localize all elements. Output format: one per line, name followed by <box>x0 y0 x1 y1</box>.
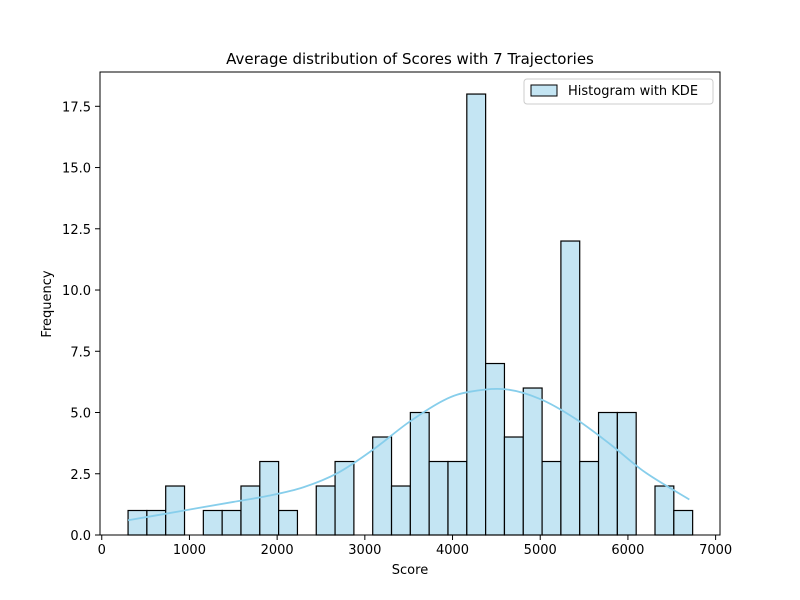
bars-layer <box>127 93 694 536</box>
histogram-bar <box>202 509 223 536</box>
histogram-bar <box>127 509 148 536</box>
histogram-bar <box>673 509 694 536</box>
y-tick-label: 2.5 <box>70 468 91 483</box>
histogram-bar <box>428 460 449 536</box>
histogram-bar <box>579 460 600 536</box>
x-axis-label: Score <box>392 563 428 578</box>
x-tick-label: 6000 <box>611 543 644 558</box>
x-tick-label: 3000 <box>348 543 381 558</box>
histogram-bar <box>560 240 581 536</box>
histogram-bar <box>654 485 675 536</box>
x-tick-label: 0 <box>98 543 106 558</box>
legend: Histogram with KDE <box>523 78 714 105</box>
y-tick-label: 7.5 <box>70 345 91 360</box>
x-tick-label: 2000 <box>261 543 294 558</box>
histogram-bar <box>447 460 468 536</box>
kde-curve <box>127 387 690 522</box>
legend-frame <box>523 78 714 105</box>
y-tick-label: 10.0 <box>62 284 91 299</box>
axes-layer: 0 1000 2000 3000 4000 5000 6000 7000 0.0 2.5 5.0 7.… <box>62 71 732 558</box>
histogram-bar <box>315 485 336 536</box>
y-tick-label: 15.0 <box>62 162 91 177</box>
histogram-bar <box>616 411 637 536</box>
x-tick-label: 7000 <box>699 543 732 558</box>
histogram-bar <box>259 460 280 536</box>
legend-label: Histogram with KDE <box>568 84 698 99</box>
histogram-bar <box>466 93 487 536</box>
legend-swatch <box>530 84 558 97</box>
histogram-bar <box>522 387 543 536</box>
histogram-bar <box>278 509 299 536</box>
y-axis-label: Frequency <box>40 270 55 337</box>
histogram-bar <box>221 509 242 536</box>
y-tick-label: 0.0 <box>70 529 91 544</box>
y-tick-label: 12.5 <box>62 223 91 238</box>
histogram-bar <box>597 411 618 536</box>
plot-frame <box>99 71 721 536</box>
kde-layer <box>127 387 690 522</box>
x-tick-label: 5000 <box>524 543 557 558</box>
histogram-bar <box>372 436 393 536</box>
histogram-bar <box>240 485 261 536</box>
chart-title: Average distribution of Scores with 7 Tr… <box>226 50 594 68</box>
histogram-bar <box>390 485 411 536</box>
y-tick-label: 5.0 <box>70 407 91 422</box>
histogram-bar <box>541 460 562 536</box>
histogram-bar <box>503 436 524 536</box>
x-tick-label: 4000 <box>436 543 469 558</box>
x-tick-label: 1000 <box>173 543 206 558</box>
y-tick-label: 17.5 <box>62 100 91 115</box>
histogram-bar <box>409 411 430 536</box>
